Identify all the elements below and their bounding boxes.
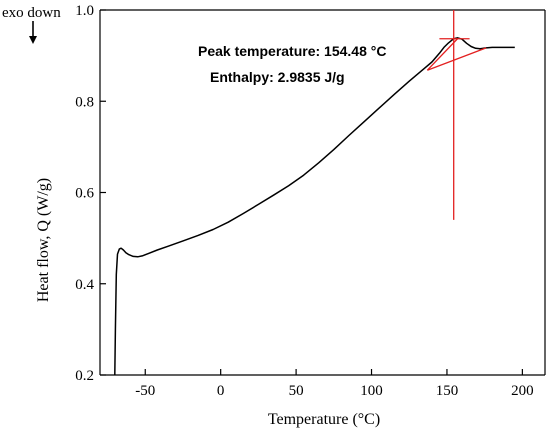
x-tick-label: 0 [217,383,225,399]
x-tick-label: -50 [135,383,155,399]
heat-flow-curve [114,37,515,376]
peak-temperature-annotation: Peak temperature: 154.48 °C [198,43,386,59]
y-ticks: 0.2 0.4 0.6 0.8 1.0 [75,3,106,384]
x-tick-label: 100 [360,383,383,399]
analysis-overlay [426,10,487,220]
x-ticks: -50 0 50 100 150 200 [135,369,534,399]
x-axis-title: Temperature (°C) [268,411,380,428]
y-tick-label: 0.8 [75,94,94,110]
y-tick-label: 0.4 [75,277,94,293]
y-tick-label: 0.6 [75,186,94,202]
x-tick-label: 50 [289,383,304,399]
plot-area: -50 0 50 100 150 200 0.2 0.4 0.6 0.8 1.0 [75,3,546,399]
y-axis-title: Heat flow, Q (W/g) [35,178,52,302]
down-arrow-icon [29,21,37,44]
enthalpy-annotation: Enthalpy: 2.9835 J/g [210,69,345,85]
y-tick-label: 0.2 [75,368,94,384]
y-tick-label: 1.0 [75,3,94,19]
exo-direction-label: exo down [2,5,61,21]
x-tick-label: 200 [511,383,534,399]
series-layer [114,37,515,376]
x-tick-label: 150 [436,383,459,399]
peak-analysis-line [426,38,458,71]
peak-analysis-line [427,47,487,71]
